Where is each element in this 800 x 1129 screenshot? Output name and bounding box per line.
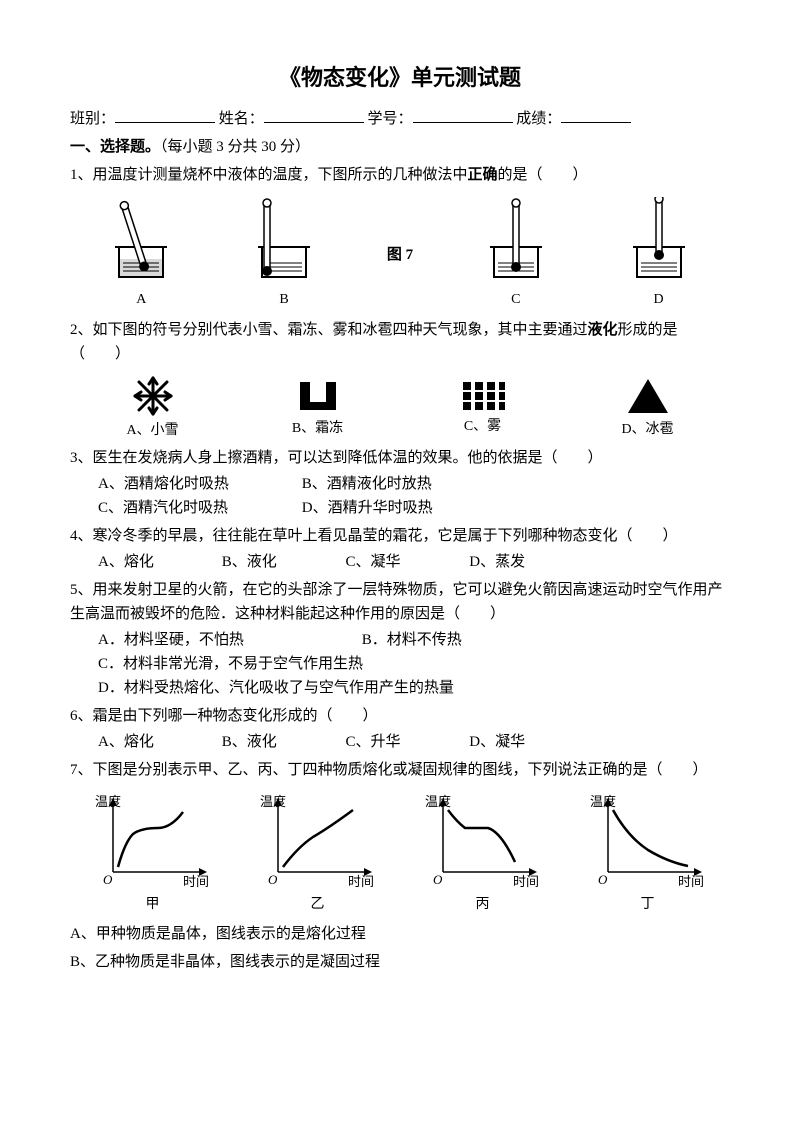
q5-b: B．材料不传热 [362, 628, 462, 652]
q7-figures: 温度 时间 O 甲 温度 时间 O 乙 温度 时间 O [70, 792, 730, 916]
name-label: 姓名： [219, 111, 264, 127]
question-3: 3、医生在发烧病人身上擦酒精，可以达到降低体温的效果。他的依据是（ ） [70, 446, 730, 470]
q7-label-yi: 乙 [258, 894, 378, 916]
q2-text-a: 2、如下图的符号分别代表小雪、霜冻、雾和冰雹四种天气现象，其中主要通过 [70, 322, 588, 338]
graph-ding-icon: 温度 时间 O [588, 792, 708, 892]
q3-b: B、酒精液化时放热 [302, 472, 502, 496]
q6-options: A、熔化 B、液化 C、升华 D、凝华 [98, 730, 730, 754]
q3-d: D、酒精升华时吸热 [302, 496, 502, 520]
id-label: 学号： [368, 111, 413, 127]
q1-text-a: 1、用温度计测量烧杯中液体的温度，下图所示的几种做法中 [70, 167, 468, 183]
question-6: 6、霜是由下列哪一种物态变化形成的（ ） [70, 704, 730, 728]
class-blank[interactable] [115, 107, 215, 123]
score-blank[interactable] [561, 107, 631, 123]
q1-figures: A B 图 7 C [70, 197, 730, 311]
q4-options: A、熔化 B、液化 C、凝华 D、蒸发 [98, 550, 730, 574]
q3-a: A、酒精熔化时吸热 [98, 472, 298, 496]
q5-a: A．材料坚硬，不怕热 [98, 628, 358, 652]
q1-label-a: A [101, 289, 181, 311]
class-label: 班别： [70, 111, 115, 127]
svg-text:温度: 温度 [590, 794, 616, 809]
q6-a: A、熔化 [98, 730, 218, 754]
svg-text:温度: 温度 [260, 794, 286, 809]
axis-x-label: 时间 [183, 874, 209, 889]
axis-y-label: 温度 [95, 794, 121, 809]
q2-text-b: 液化 [588, 322, 618, 338]
q2-opt-c: C、雾 [423, 416, 543, 438]
svg-text:O: O [433, 872, 443, 887]
snowflake-icon [131, 374, 175, 418]
q1-label-b: B [244, 289, 324, 311]
svg-text:O: O [598, 872, 608, 887]
fog-icon [459, 378, 507, 414]
graph-yi-icon: 温度 时间 O [258, 792, 378, 892]
q1-label-c: C [476, 289, 556, 311]
q2-opt-d: D、冰雹 [588, 419, 708, 441]
section-1-head: 一、选择题。（每小题 3 分共 30 分） [70, 135, 730, 159]
score-label: 成绩： [516, 111, 561, 127]
svg-text:O: O [103, 872, 113, 887]
q4-b: B、液化 [222, 550, 342, 574]
q7-label-ding: 丁 [588, 894, 708, 916]
svg-text:温度: 温度 [425, 794, 451, 809]
q5-c: C．材料非常光滑，不易于空气作用生热 [98, 652, 363, 676]
q6-d: D、凝华 [469, 730, 589, 754]
svg-text:时间: 时间 [348, 874, 374, 889]
beaker-a-icon [101, 197, 181, 287]
q1-label-mid: 图 7 [387, 243, 413, 267]
q6-b: B、液化 [222, 730, 342, 754]
q7-opt-b: B、乙种物质是非晶体，图线表示的是凝固过程 [70, 950, 730, 974]
name-blank[interactable] [264, 107, 364, 123]
question-7: 7、下图是分别表示甲、乙、丙、丁四种物质熔化或凝固规律的图线，下列说法正确的是（… [70, 758, 730, 782]
q4-a: A、熔化 [98, 550, 218, 574]
q2-opt-b: B、霜冻 [258, 418, 378, 440]
section-1-note: （每小题 3 分共 30 分） [160, 139, 310, 155]
beaker-d-icon [619, 197, 699, 287]
q7-opt-a: A、甲种物质是晶体，图线表示的是熔化过程 [70, 922, 730, 946]
q5-options: A．材料坚硬，不怕热 B．材料不传热 C．材料非常光滑，不易于空气作用生热 D．… [98, 628, 730, 700]
q2-opt-a: A、小雪 [93, 420, 213, 442]
svg-text:O: O [268, 872, 278, 887]
q4-d: D、蒸发 [469, 550, 589, 574]
student-info-line: 班别： 姓名： 学号： 成绩： [70, 107, 730, 131]
q1-text-b: 正确 [468, 167, 498, 183]
q5-d: D．材料受热熔化、汽化吸收了与空气作用产生的热量 [98, 676, 454, 700]
q1-text-c: 的是（ ） [498, 167, 588, 183]
beaker-c-icon [476, 197, 556, 287]
section-1-title: 一、选择题。 [70, 139, 160, 155]
q7-label-jia: 甲 [93, 894, 213, 916]
question-2: 2、如下图的符号分别代表小雪、霜冻、雾和冰雹四种天气现象，其中主要通过液化形成的… [70, 318, 730, 366]
question-5: 5、用来发射卫星的火箭，在它的头部涂了一层特殊物质，它可以避免火箭因高速运动时空… [70, 578, 730, 626]
page-title: 《物态变化》单元测试题 [70, 60, 730, 95]
graph-jia-icon: 温度 时间 O [93, 792, 213, 892]
q3-c: C、酒精汽化时吸热 [98, 496, 298, 520]
question-4: 4、寒冷冬季的早晨，往往能在草叶上看见晶莹的霜花，它是属于下列哪种物态变化（ ） [70, 524, 730, 548]
q6-c: C、升华 [346, 730, 466, 754]
q1-label-d: D [619, 289, 699, 311]
question-1: 1、用温度计测量烧杯中液体的温度，下图所示的几种做法中正确的是（ ） [70, 163, 730, 187]
q7-label-bing: 丙 [423, 894, 543, 916]
svg-text:时间: 时间 [678, 874, 704, 889]
graph-bing-icon: 温度 时间 O [423, 792, 543, 892]
id-blank[interactable] [413, 107, 513, 123]
q2-icons: A、小雪 B、霜冻 C、雾 D、冰雹 [70, 374, 730, 442]
beaker-b-icon [244, 197, 324, 287]
hail-icon [624, 375, 672, 417]
svg-text:时间: 时间 [513, 874, 539, 889]
q4-c: C、凝华 [346, 550, 466, 574]
frost-icon [294, 376, 342, 416]
q3-options: A、酒精熔化时吸热 B、酒精液化时放热 C、酒精汽化时吸热 D、酒精升华时吸热 [98, 472, 730, 520]
